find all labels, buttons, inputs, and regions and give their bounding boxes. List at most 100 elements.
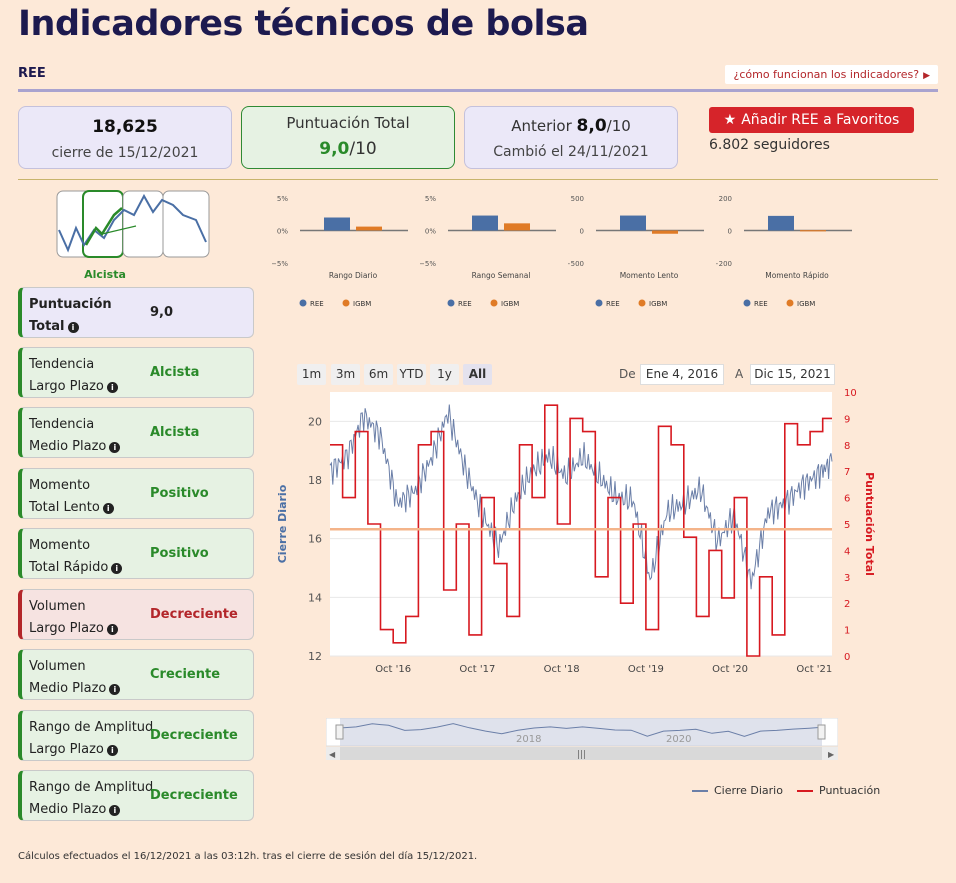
- to-date-input[interactable]: Dic 15, 2021: [750, 364, 835, 385]
- scrollbar-grip-icon: |||: [577, 750, 586, 760]
- previous-score-scale: /10: [606, 117, 631, 135]
- indicator-puntuacion-total[interactable]: Puntuación Total i 9,0: [18, 287, 254, 338]
- info-icon[interactable]: i: [109, 805, 121, 816]
- range-button-1y[interactable]: 1y: [430, 364, 459, 385]
- legend-dot-ree: [743, 299, 751, 307]
- y-axis-title: Cierre Diario: [276, 484, 289, 563]
- bar-igbm[interactable]: [356, 226, 382, 231]
- legend-label-igbm: IGBM: [797, 300, 815, 308]
- y2-axis-title: Puntuación Total: [863, 472, 876, 576]
- y2-tick-label: 6: [844, 494, 850, 505]
- indicator-name-line1: Rango de Amplitud: [29, 780, 154, 795]
- y-tick-label: 20: [308, 415, 322, 428]
- range-button-3m[interactable]: 3m: [331, 364, 360, 385]
- indicator-value: Positivo: [150, 546, 209, 561]
- bar-ree[interactable]: [472, 215, 498, 231]
- range-button-ytd[interactable]: YTD: [397, 364, 426, 385]
- info-icon[interactable]: i: [67, 322, 79, 333]
- footer-note: Cálculos efectuados el 16/12/2021 a las …: [18, 851, 478, 862]
- x-tick-label: Oct '20: [712, 664, 748, 675]
- page-title: Indicadores técnicos de bolsa: [18, 4, 589, 44]
- indicator-name: Momento Total Rápido i: [29, 535, 123, 579]
- info-icon[interactable]: i: [106, 624, 118, 635]
- legend-item-cierre[interactable]: Cierre Diario: [692, 784, 783, 797]
- bar-igbm[interactable]: [504, 223, 530, 231]
- navigator-scrollbar-thumb[interactable]: [340, 747, 822, 760]
- bar-igbm[interactable]: [652, 230, 678, 234]
- indicator-name: Tendencia Medio Plazo i: [29, 414, 121, 458]
- indicator-tendencia-largo-plazo[interactable]: Tendencia Largo Plazo i Alcista: [18, 347, 254, 398]
- bar-igbm[interactable]: [800, 230, 826, 232]
- indicator-rango-de-amplitud-largo-plazo[interactable]: Rango de Amplitud Largo Plazo i Decreciente: [18, 710, 254, 761]
- indicator-value: Alcista: [150, 365, 200, 380]
- indicator-name: Volumen Largo Plazo i: [29, 596, 118, 640]
- indicator-name-line2: Medio Plazo: [29, 802, 107, 817]
- navigator-line: [339, 723, 823, 737]
- bar-ree[interactable]: [620, 215, 646, 231]
- trend-price-line: [58, 193, 207, 253]
- scroll-left-icon[interactable]: ◀: [329, 750, 336, 759]
- trend-panel-active: [82, 190, 124, 258]
- legend-dot-igbm: [342, 299, 350, 307]
- total-score-card: Puntuación Total 9,0/10: [241, 106, 455, 169]
- y-tick-label: 500: [571, 195, 584, 203]
- indicator-tendencia-medio-plazo[interactable]: Tendencia Medio Plazo i Alcista: [18, 407, 254, 458]
- trend-badge-label: Alcista: [84, 268, 126, 281]
- series-line-cierre[interactable]: [329, 404, 833, 590]
- indicator-name-line2: Total: [29, 319, 65, 334]
- navigator-left-handle[interactable]: [335, 724, 344, 740]
- legend-label-ree: REE: [606, 300, 620, 308]
- info-icon[interactable]: i: [106, 745, 118, 756]
- x-tick-label: Oct '18: [544, 664, 580, 675]
- x-tick-label: Oct '19: [628, 664, 664, 675]
- info-icon[interactable]: i: [109, 684, 121, 695]
- indicator-volumen-largo-plazo[interactable]: Volumen Largo Plazo i Decreciente: [18, 589, 254, 640]
- range-button-all[interactable]: All: [463, 364, 492, 385]
- legend-dot-ree: [447, 299, 455, 307]
- y-tick-label: 14: [308, 591, 322, 604]
- from-date-input[interactable]: Ene 4, 2016: [640, 364, 724, 385]
- y-tick-label: 16: [308, 533, 322, 546]
- info-icon[interactable]: i: [109, 442, 121, 453]
- indicator-name-line1: Momento: [29, 538, 91, 553]
- bar-ree[interactable]: [768, 215, 794, 231]
- indicator-name-line2: Total Lento: [29, 500, 100, 515]
- info-icon[interactable]: i: [111, 563, 123, 574]
- indicator-momento-total-rapido[interactable]: Momento Total Rápido i Positivo: [18, 528, 254, 579]
- indicator-name-line1: Rango de Amplitud: [29, 720, 154, 735]
- to-date-label: A: [735, 367, 744, 381]
- y-tick-label: −500: [568, 260, 584, 268]
- y2-tick-label: 1: [844, 626, 850, 637]
- mini-chart-fast-momentum: 200 0 −200 Momento Rápido REE IGBM: [716, 195, 852, 308]
- indicator-name-line1: Tendencia: [29, 357, 95, 372]
- indicator-value: Alcista: [150, 425, 200, 440]
- info-icon[interactable]: i: [102, 503, 114, 514]
- range-navigator[interactable]: 2018 2020 ||| ◀ ▶: [326, 718, 838, 760]
- legend-label-igbm: IGBM: [353, 300, 371, 308]
- indicator-volumen-medio-plazo[interactable]: Volumen Medio Plazo i Creciente: [18, 649, 254, 700]
- scroll-right-icon[interactable]: ▶: [828, 750, 835, 759]
- range-button-6m[interactable]: 6m: [364, 364, 393, 385]
- indicator-value: Decreciente: [150, 607, 238, 622]
- y-tick-label: 5%: [425, 195, 436, 203]
- legend-label-igbm: IGBM: [649, 300, 667, 308]
- legend-dot-ree: [595, 299, 603, 307]
- how-indicators-work-link[interactable]: ¿cómo funcionan los indicadores? ▶: [725, 65, 938, 84]
- bar-ree[interactable]: [324, 217, 350, 231]
- indicator-momento-total-lento[interactable]: Momento Total Lento i Positivo: [18, 468, 254, 519]
- indicator-name-line2: Largo Plazo: [29, 379, 104, 394]
- navigator-right-handle[interactable]: [817, 724, 826, 740]
- add-favorites-button[interactable]: ★ Añadir REE a Favoritos: [709, 107, 914, 133]
- indicator-rango-de-amplitud-medio-plazo[interactable]: Rango de Amplitud Medio Plazo i Decreciente: [18, 770, 254, 821]
- range-button-1m[interactable]: 1m: [297, 364, 326, 385]
- legend-dot-ree: [299, 299, 307, 307]
- navigator-selection[interactable]: [340, 718, 822, 746]
- indicator-name-line2: Largo Plazo: [29, 742, 104, 757]
- legend-item-puntuacion[interactable]: Puntuación: [797, 784, 880, 797]
- y-tick-label: −200: [716, 260, 732, 268]
- total-score-label: Puntuación Total: [286, 114, 410, 132]
- series-line-puntuacion[interactable]: [330, 404, 832, 657]
- y-tick-label: 12: [308, 650, 322, 663]
- info-icon[interactable]: i: [106, 382, 118, 393]
